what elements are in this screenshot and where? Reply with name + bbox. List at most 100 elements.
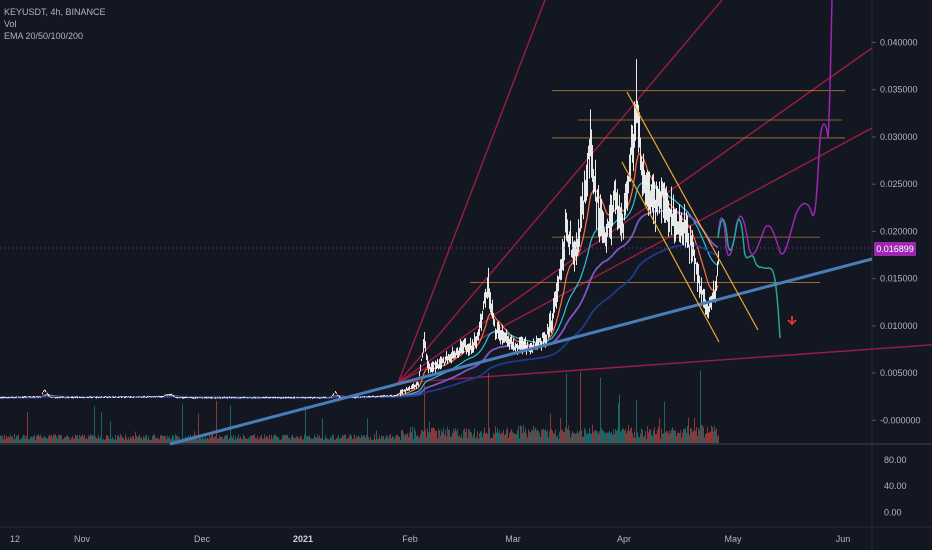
volume-bar bbox=[342, 435, 343, 443]
bullish-projection-path[interactable] bbox=[717, 0, 833, 257]
volume-bar bbox=[599, 431, 600, 443]
volume-bar bbox=[452, 432, 453, 443]
volume-bar bbox=[38, 434, 39, 443]
volume-bar bbox=[267, 435, 268, 443]
ema-indicator-label[interactable]: EMA 20/50/100/200 bbox=[4, 31, 84, 41]
time-scale[interactable]: 12 Nov Dec 2021 Feb Mar Apr May Jun bbox=[10, 534, 850, 544]
volume-bar bbox=[351, 435, 352, 443]
volume-bar bbox=[481, 430, 482, 443]
bearish-projection-path[interactable] bbox=[717, 218, 781, 339]
volume-bar bbox=[135, 431, 136, 443]
volume-bar bbox=[679, 432, 680, 443]
volume-indicator-label[interactable]: Vol bbox=[4, 19, 17, 29]
volume-bar bbox=[580, 371, 581, 443]
volume-bar bbox=[491, 437, 492, 443]
fib-retracement-levels[interactable] bbox=[470, 90, 845, 283]
volume-bar bbox=[438, 428, 439, 443]
chart-legend: KEYUSDT, 4h, BINANCE Vol EMA 20/50/100/2… bbox=[4, 6, 106, 42]
volume-bar bbox=[650, 429, 651, 443]
volume-bar bbox=[141, 437, 142, 443]
volume-bar bbox=[484, 427, 485, 443]
volume-bar bbox=[415, 431, 416, 443]
volume-bar bbox=[379, 435, 380, 443]
volume-bar bbox=[214, 437, 215, 443]
volume-bar bbox=[419, 437, 420, 443]
volume-bar bbox=[536, 430, 537, 443]
volume-bar bbox=[352, 439, 353, 443]
volume-bar bbox=[447, 426, 448, 443]
support-trendline[interactable] bbox=[169, 257, 873, 446]
volume-bar bbox=[690, 428, 691, 443]
volume-bar bbox=[381, 435, 382, 443]
volume-bar bbox=[103, 438, 104, 443]
volume-bar bbox=[537, 429, 538, 443]
volume-bar bbox=[139, 434, 140, 443]
volume-bar bbox=[113, 438, 114, 443]
volume-bar bbox=[66, 436, 67, 443]
volume-bar bbox=[306, 436, 307, 443]
volume-bar bbox=[708, 432, 709, 443]
volume-bar bbox=[309, 435, 310, 443]
volume-bar bbox=[697, 435, 698, 443]
channel-upper-line[interactable] bbox=[626, 91, 759, 331]
volume-bar bbox=[393, 436, 394, 443]
volume-bar bbox=[705, 433, 706, 443]
volume-bar bbox=[118, 434, 119, 443]
volume-bar bbox=[82, 434, 83, 443]
volume-bar bbox=[355, 438, 356, 443]
volume-bar bbox=[17, 436, 18, 443]
volume-bar bbox=[172, 435, 173, 443]
volume-bar bbox=[437, 438, 438, 443]
volume-bar bbox=[116, 439, 117, 443]
oscillator-scale[interactable]: 80.00 40.00 0.00 bbox=[884, 455, 907, 518]
volume-bar bbox=[565, 427, 566, 443]
volume-bar bbox=[496, 432, 497, 443]
volume-bar bbox=[422, 429, 423, 443]
volume-bar bbox=[104, 439, 105, 443]
channel-lower-line[interactable] bbox=[621, 161, 720, 343]
volume-bar bbox=[281, 438, 282, 443]
volume-bar bbox=[8, 436, 9, 443]
volume-bar bbox=[349, 435, 350, 443]
volume-bar bbox=[229, 438, 230, 443]
volume-bar bbox=[109, 439, 110, 443]
volume-bar bbox=[350, 434, 351, 443]
volume-bar bbox=[10, 434, 11, 443]
volume-bar bbox=[52, 437, 53, 443]
volume-bar bbox=[31, 436, 32, 443]
symbol-title[interactable]: KEYUSDT, 4h, BINANCE bbox=[4, 7, 106, 17]
volume-bar bbox=[204, 438, 205, 443]
volume-bar bbox=[46, 437, 47, 443]
volume-bar bbox=[500, 434, 501, 443]
volume-bar bbox=[581, 429, 582, 443]
volume-bar bbox=[678, 432, 679, 443]
volume-bar bbox=[337, 437, 338, 443]
volume-bar bbox=[677, 433, 678, 443]
volume-bars bbox=[0, 370, 719, 443]
volume-bar bbox=[315, 436, 316, 443]
volume-bar bbox=[210, 438, 211, 443]
volume-bar bbox=[701, 424, 702, 443]
volume-bar bbox=[494, 434, 495, 443]
volume-bar bbox=[506, 429, 507, 443]
volume-bar bbox=[553, 433, 554, 443]
volume-bar bbox=[0, 435, 1, 443]
volume-bar bbox=[623, 428, 624, 443]
volume-bar bbox=[626, 433, 627, 443]
volume-bar bbox=[555, 429, 556, 443]
volume-bar bbox=[250, 435, 251, 443]
volume-bar bbox=[432, 427, 433, 443]
time-tick-label: Feb bbox=[402, 534, 418, 544]
volume-bar bbox=[282, 435, 283, 443]
volume-bar bbox=[50, 436, 51, 443]
volume-bar bbox=[556, 436, 557, 443]
volume-bar bbox=[26, 435, 27, 443]
volume-bar bbox=[493, 432, 494, 443]
fan-lines[interactable] bbox=[397, 0, 932, 384]
price-scale[interactable]: 0.040000 0.035000 0.030000 0.025000 0.020000… bbox=[872, 38, 921, 426]
volume-bar bbox=[12, 436, 13, 443]
volume-bar bbox=[167, 435, 168, 443]
volume-bar bbox=[278, 436, 279, 443]
volume-bar bbox=[159, 439, 160, 443]
